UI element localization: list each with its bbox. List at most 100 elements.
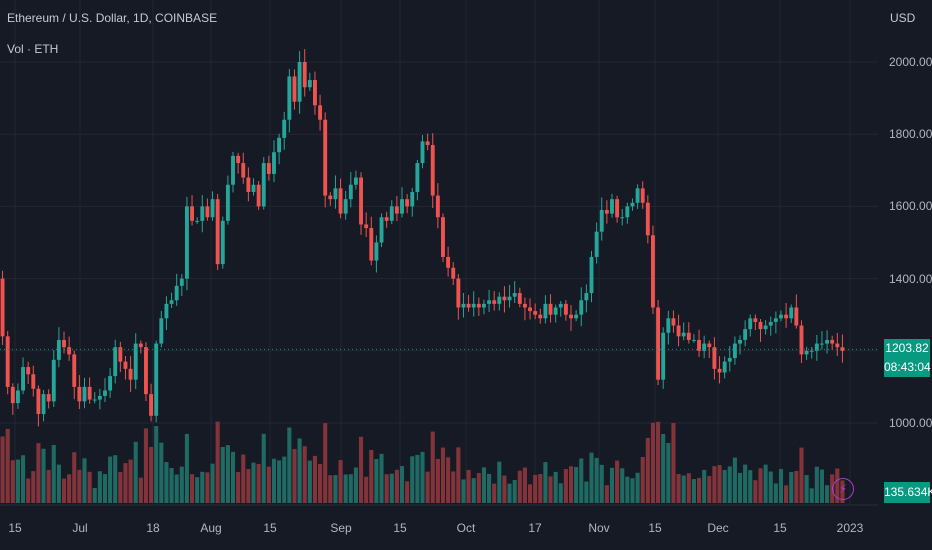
volume-bar — [543, 462, 548, 503]
candle-body — [497, 296, 502, 304]
candle-body — [533, 311, 538, 315]
candle-body — [220, 220, 225, 265]
volume-bar — [507, 483, 512, 503]
volume-bar — [768, 471, 773, 503]
volume-bar — [809, 488, 814, 503]
volume-bar — [97, 471, 102, 503]
candle-body — [487, 300, 492, 304]
volume-bar — [568, 466, 574, 503]
candle-body — [835, 343, 840, 348]
candle-body — [707, 343, 712, 348]
volume-bar — [67, 474, 72, 503]
volume-bar — [702, 469, 707, 503]
candle-body — [825, 339, 830, 344]
candle-body — [697, 339, 701, 351]
volume-bar — [195, 477, 200, 503]
candle-body — [379, 217, 384, 243]
volume-bar — [425, 471, 430, 503]
volume-bar — [502, 475, 507, 503]
candle-body — [758, 321, 763, 330]
volume-bar — [563, 468, 568, 503]
candle-body — [103, 390, 107, 396]
price-tick-label: 1600.00 — [889, 199, 932, 214]
volume-bar — [102, 474, 108, 503]
volume-bar — [20, 455, 26, 503]
volume-bar — [696, 477, 702, 503]
volume-bar — [51, 445, 56, 503]
candle-body — [67, 347, 72, 355]
volume-bar — [533, 474, 538, 503]
price-tick-label: 1000.00 — [889, 416, 932, 430]
volume-bar — [277, 460, 282, 503]
volume-bar — [604, 485, 609, 503]
volume-bar — [389, 473, 394, 503]
candle-body — [205, 206, 210, 218]
candle-body — [72, 354, 77, 387]
volume-bar — [307, 460, 312, 503]
volume-bar — [154, 426, 159, 503]
volume-bar — [292, 449, 297, 503]
candle-body — [686, 332, 691, 340]
volume-bar — [338, 460, 343, 503]
volume-bar — [271, 458, 277, 503]
candle-body — [727, 358, 732, 362]
volume-bar — [128, 459, 133, 503]
candle-body — [179, 278, 184, 286]
candle-body — [144, 347, 148, 395]
volume-bar — [394, 469, 399, 503]
candle-body — [353, 177, 358, 185]
candle-body — [589, 256, 594, 294]
candle-body — [92, 399, 97, 401]
candle-body — [640, 188, 645, 203]
chart-grid — [0, 0, 878, 505]
candle-body — [722, 361, 727, 373]
lightning-icon[interactable]: ⚡ — [832, 478, 854, 500]
volume-bar — [804, 475, 809, 503]
candle-body — [343, 199, 348, 214]
candle-body — [522, 303, 527, 308]
candle-body — [138, 343, 143, 348]
candle-body — [579, 300, 584, 315]
candle-body — [149, 394, 154, 416]
candle-body — [840, 347, 845, 351]
volume-bar — [691, 479, 696, 503]
volume-bar — [415, 454, 420, 503]
volume-bar — [476, 473, 481, 503]
volume-bar — [430, 431, 435, 503]
volume-bar — [251, 462, 256, 503]
volume-bar — [435, 458, 440, 503]
candle-body — [389, 206, 394, 221]
volume-bar — [200, 471, 205, 503]
time-tick-label: Dec — [707, 521, 729, 535]
candle-body — [313, 80, 317, 106]
volume-bar — [722, 470, 727, 503]
candle-body — [820, 343, 824, 345]
volume-bar — [574, 466, 579, 503]
candle-body — [15, 390, 20, 404]
candle-body — [297, 62, 302, 102]
candle-body — [773, 318, 778, 322]
candle-body — [461, 303, 466, 308]
candle-body — [620, 217, 625, 219]
volume-bar — [169, 468, 174, 503]
candle-body — [10, 386, 15, 404]
volume-indicator-label[interactable]: Vol · ETH — [7, 42, 59, 56]
volume-bar — [374, 458, 379, 503]
volume-bar — [179, 466, 184, 503]
volume-bar — [707, 476, 712, 503]
candle-body — [184, 206, 189, 279]
volume-bar — [789, 472, 794, 503]
volume-bar — [113, 455, 118, 503]
candle-body — [236, 155, 241, 164]
time-tick-label: 15 — [393, 521, 407, 535]
volume-bar — [123, 463, 128, 503]
volume-bar — [732, 457, 737, 503]
time-tick-label: 15 — [773, 521, 787, 535]
volume-bar — [635, 472, 640, 503]
candle-body — [492, 300, 497, 304]
volume-bar — [487, 473, 492, 503]
volume-bar — [466, 469, 471, 503]
candle-body — [231, 155, 235, 185]
volume-bar — [527, 484, 533, 503]
